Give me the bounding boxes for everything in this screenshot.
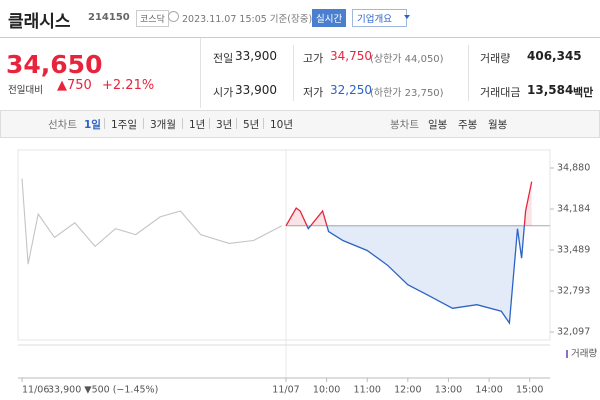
period-tab[interactable]: 3년 bbox=[216, 119, 233, 131]
legend-label: 거래량 bbox=[571, 348, 597, 360]
y-tick-label: 33,489 bbox=[557, 244, 590, 255]
stat-unit: 백만 bbox=[573, 86, 594, 99]
tab-bar bbox=[0, 110, 600, 138]
x-tick-label: 11/07 bbox=[272, 385, 299, 396]
price-line-down bbox=[285, 225, 526, 325]
candle-tab[interactable]: 일봉 bbox=[428, 119, 448, 131]
stat-note: (상한가 44,050) bbox=[370, 54, 444, 65]
change-label: 전일대비 bbox=[8, 85, 43, 96]
divider bbox=[293, 45, 294, 101]
stat-label: 거래대금 bbox=[480, 86, 521, 99]
plot-frame bbox=[17, 149, 551, 341]
area-below bbox=[286, 225, 532, 323]
stat-label: 고가 bbox=[303, 52, 324, 65]
x-tick-label: 10:00 bbox=[313, 385, 340, 396]
x-tick-label: 14:00 bbox=[475, 385, 502, 396]
stat-label: 시가 bbox=[213, 86, 234, 99]
stat-value: 406,345 bbox=[527, 49, 582, 63]
period-tab[interactable]: 5년 bbox=[243, 119, 260, 131]
period-tab[interactable]: 1일 bbox=[84, 119, 101, 131]
change-pct: +2.21% bbox=[102, 78, 155, 93]
divider bbox=[0, 37, 600, 38]
realtime-badge[interactable]: 실시간 bbox=[312, 9, 347, 27]
tab-separator bbox=[143, 118, 144, 129]
x-tick-label: 15:00 bbox=[516, 385, 543, 396]
timestamp: 2023.11.07 15:05 기준(장중) bbox=[182, 14, 313, 25]
clock-icon bbox=[168, 11, 179, 22]
tab-separator bbox=[236, 118, 237, 129]
stat-label: 전일 bbox=[213, 52, 234, 65]
x-tick-label: 12:00 bbox=[394, 385, 421, 396]
stat-label: 거래량 bbox=[480, 52, 511, 65]
tab-separator bbox=[104, 118, 105, 129]
stock-code: 214150 bbox=[88, 12, 130, 23]
legend-swatch bbox=[566, 350, 568, 358]
tab-group-label: 선차트 bbox=[48, 119, 77, 131]
stat-note: (하한가 23,750) bbox=[370, 88, 444, 99]
dropdown-arrow bbox=[404, 15, 410, 22]
divider bbox=[468, 45, 469, 101]
stat-value: 32,250 bbox=[330, 83, 372, 97]
candle-tab[interactable]: 주봉 bbox=[458, 119, 478, 131]
y-tick-label: 34,880 bbox=[557, 163, 590, 174]
period-tab[interactable]: 1년 bbox=[189, 119, 206, 131]
prev-day-line bbox=[21, 178, 283, 265]
period-tab[interactable]: 1주일 bbox=[111, 119, 138, 131]
current-price: 34,650 bbox=[6, 50, 103, 79]
divider bbox=[200, 38, 201, 108]
y-tick-label: 32,793 bbox=[557, 285, 590, 296]
x-tick-label: 11:00 bbox=[354, 385, 381, 396]
y-tick-label: 32,097 bbox=[557, 327, 590, 338]
x-tick-label: 11/06 bbox=[22, 385, 49, 396]
footer-info: 33,900 ▼500 (−1.45%) bbox=[48, 385, 158, 396]
stat-value: 33,900 bbox=[235, 83, 277, 97]
tab-group-label: 봉차트 bbox=[390, 119, 419, 131]
change-value: ▲750 bbox=[57, 78, 92, 93]
tab-separator bbox=[209, 118, 210, 129]
candle-tab[interactable]: 월봉 bbox=[488, 119, 508, 131]
tab-separator bbox=[263, 118, 264, 129]
tab-separator bbox=[182, 118, 183, 129]
stat-value: 33,900 bbox=[235, 49, 277, 63]
x-tick-label: 13:00 bbox=[435, 385, 462, 396]
stat-label: 저가 bbox=[303, 86, 324, 99]
period-tab[interactable]: 10년 bbox=[270, 119, 294, 131]
stat-value: 13,584 bbox=[527, 83, 574, 97]
y-tick-label: 34,184 bbox=[557, 204, 590, 215]
stock-name: 클래시스 bbox=[8, 12, 71, 32]
stat-value: 34,750 bbox=[330, 49, 372, 63]
period-tab[interactable]: 3개월 bbox=[150, 119, 177, 131]
